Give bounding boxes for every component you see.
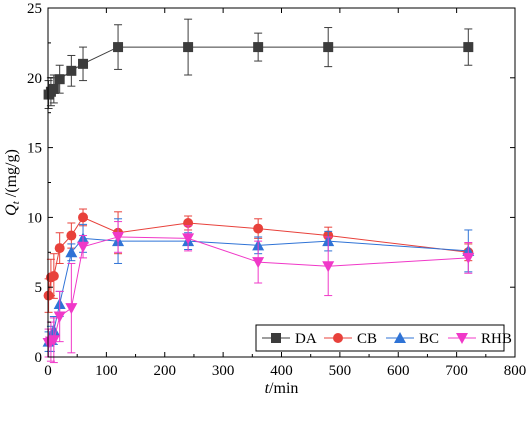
x-tick-label: 700 [445, 363, 468, 379]
x-tick-label: 100 [95, 363, 118, 379]
data-point-rhb [182, 233, 195, 245]
data-point-rhb [112, 231, 125, 243]
data-point-cb [66, 230, 77, 241]
series-layer [42, 18, 475, 364]
data-point-da [48, 83, 59, 94]
x-tick-label: 600 [387, 363, 410, 379]
y-axis-variable: Q [3, 204, 20, 216]
y-tick-label: 5 [35, 280, 43, 296]
data-point-da [78, 58, 89, 69]
data-point-rhb [252, 257, 265, 269]
legend-marker-rhb [456, 333, 468, 344]
legend-marker-bc [394, 332, 406, 343]
data-point-rhb [462, 252, 475, 264]
legend-marker-da [271, 333, 281, 343]
data-point-da [253, 42, 264, 53]
data-point-da [323, 42, 334, 53]
series-da [43, 18, 474, 110]
ticks: 0 100 200 300 400 500 600 700 800 0 5 10 15 20 25 [27, 1, 526, 379]
legend: DA CB BC RHB [255, 324, 512, 352]
legend-label-cb: CB [357, 331, 377, 347]
y-tick-label: 0 [35, 350, 43, 366]
legend-label-bc: BC [419, 331, 439, 347]
y-tick-label: 10 [27, 210, 42, 226]
legend-label-da: DA [295, 331, 317, 347]
x-tick-label: 400 [270, 363, 293, 379]
x-tick-label: 800 [504, 363, 526, 379]
series-rhb [42, 221, 475, 364]
x-tick-label: 0 [44, 363, 52, 379]
y-tick-label: 25 [27, 1, 42, 17]
x-axis-variable: t [265, 380, 270, 397]
data-point-rhb [53, 311, 66, 323]
data-point-rhb [322, 261, 335, 273]
data-point-cb [48, 271, 59, 282]
y-axis-unit: /(mg/g) [3, 149, 20, 201]
data-point-cb [54, 243, 65, 254]
legend-marker-cb [333, 333, 343, 343]
data-point-cb [43, 290, 54, 301]
data-point-rhb [77, 241, 90, 253]
data-point-rhb [65, 303, 78, 315]
x-tick-label: 300 [212, 363, 235, 379]
x-tick-label: 500 [329, 363, 352, 379]
data-point-rhb [47, 335, 60, 347]
data-point-da [183, 42, 194, 53]
legend-label-rhb: RHB [481, 331, 512, 347]
y-tick-label: 20 [27, 71, 42, 87]
data-point-da [113, 42, 124, 53]
x-tick-label: 200 [154, 363, 177, 379]
x-axis-unit: /min [269, 380, 298, 397]
y-axis-subscript: t [10, 200, 22, 204]
x-axis-label: t/min [265, 380, 299, 397]
data-point-cb [253, 223, 264, 234]
data-point-cb [78, 212, 89, 223]
y-axis-label: Qt /(mg/g) [3, 149, 22, 216]
data-point-da [66, 65, 77, 76]
data-point-da [463, 42, 474, 53]
data-point-bc [65, 246, 78, 258]
data-point-da [54, 74, 65, 85]
y-tick-label: 15 [27, 141, 42, 157]
